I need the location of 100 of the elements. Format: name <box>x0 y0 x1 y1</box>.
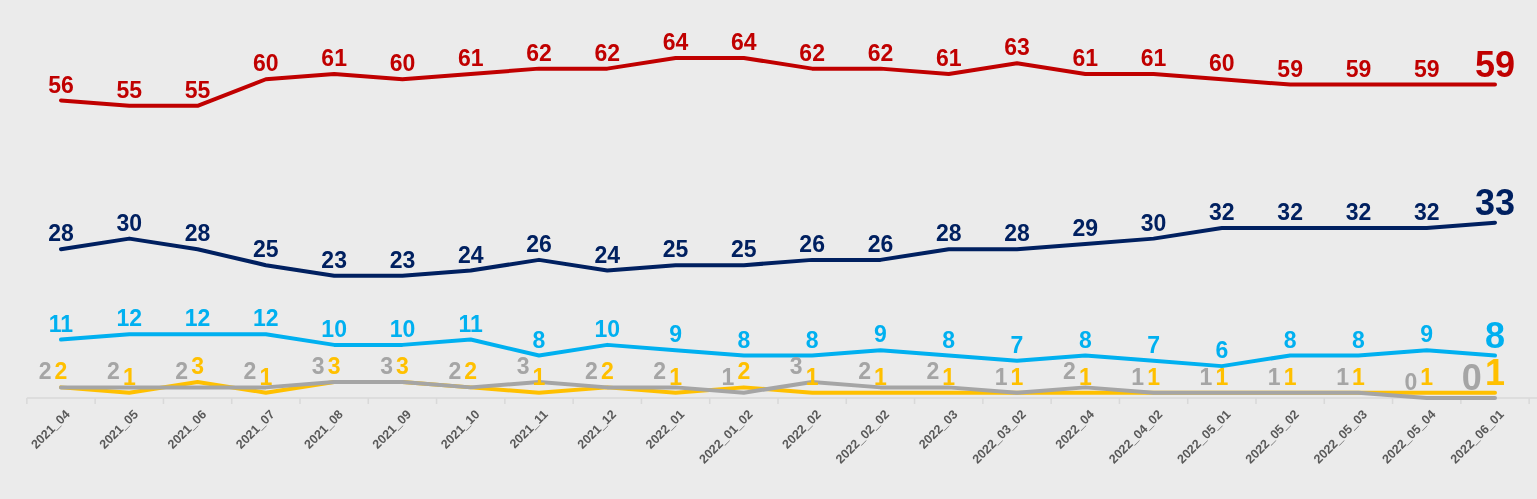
data-label: 2 <box>585 358 598 385</box>
data-label: 60 <box>253 50 279 77</box>
data-label: 25 <box>662 236 689 263</box>
data-label: 8 <box>805 326 819 353</box>
data-label: 25 <box>253 236 279 263</box>
data-label: 8 <box>1078 326 1092 353</box>
data-label: 61 <box>1140 44 1167 71</box>
data-label: 3 <box>516 353 530 380</box>
data-label: 61 <box>321 44 348 71</box>
data-label: 55 <box>184 76 211 103</box>
data-label: 1 <box>1336 363 1350 390</box>
data-label: 9 <box>874 321 887 348</box>
data-label: 1 <box>1267 363 1281 390</box>
data-label: 30 <box>1140 209 1167 236</box>
data-label: 1 <box>1199 363 1213 390</box>
data-label: 2 <box>175 358 189 385</box>
data-label: 32 <box>1413 199 1440 225</box>
data-label: 3 <box>789 353 803 380</box>
data-label: 1 <box>1131 363 1145 390</box>
data-label: 7 <box>1010 331 1024 358</box>
data-label: 2 <box>1063 358 1076 385</box>
data-label: 0 <box>1404 369 1418 395</box>
data-label: 64 <box>731 29 757 55</box>
data-label: 32 <box>1209 199 1235 225</box>
data-label: 3 <box>311 353 325 380</box>
data-label: 10 <box>321 315 347 342</box>
data-label: 11 <box>48 310 74 337</box>
data-label: 2 <box>858 358 871 385</box>
data-label: 59 <box>1474 43 1516 85</box>
data-label: 1 <box>1352 363 1366 390</box>
data-label: 32 <box>1277 199 1303 225</box>
data-label: 56 <box>48 71 74 98</box>
data-label: 30 <box>116 209 143 236</box>
data-label: 3 <box>191 353 204 380</box>
data-label: 8 <box>532 326 546 353</box>
data-label: 59 <box>1277 55 1303 82</box>
data-label: 2 <box>926 358 940 385</box>
data-label: 1 <box>1283 363 1297 390</box>
data-label: 8 <box>942 326 956 353</box>
data-label: 1 <box>721 363 735 390</box>
data-label: 61 <box>1072 44 1099 71</box>
data-label: 2 <box>653 358 667 385</box>
data-label: 2 <box>107 358 120 385</box>
data-label: 10 <box>594 315 621 342</box>
data-label: 12 <box>253 305 279 332</box>
data-label: 1 <box>532 363 546 390</box>
data-label: 55 <box>116 76 143 103</box>
data-label: 60 <box>1209 50 1235 77</box>
data-label: 62 <box>867 39 894 66</box>
data-label: 8 <box>1283 326 1297 353</box>
data-label: 6 <box>1215 337 1229 364</box>
data-label: 28 <box>1004 220 1030 247</box>
data-label: 1 <box>122 363 136 390</box>
data-label: 29 <box>1072 214 1099 241</box>
data-label: 0 <box>1461 357 1482 398</box>
data-label: 1 <box>1147 363 1161 390</box>
data-label: 9 <box>669 321 682 348</box>
data-label: 26 <box>526 230 552 257</box>
data-label: 28 <box>48 220 74 247</box>
data-label: 64 <box>662 29 689 55</box>
data-label: 33 <box>1474 181 1516 223</box>
data-label: 1 <box>1010 363 1024 390</box>
data-label: 1 <box>805 363 819 390</box>
data-label: 24 <box>457 241 484 268</box>
data-label: 7 <box>1147 331 1160 358</box>
data-label: 2 <box>54 358 68 385</box>
data-label: 1 <box>942 363 956 390</box>
data-label: 26 <box>799 230 825 257</box>
data-label: 61 <box>935 44 962 71</box>
data-label: 3 <box>380 353 393 380</box>
data-label: 3 <box>396 353 409 380</box>
data-label: 24 <box>594 241 621 268</box>
data-label: 8 <box>737 326 751 353</box>
data-label: 62 <box>799 39 825 66</box>
data-label: 1 <box>1420 363 1434 390</box>
data-label: 1 <box>1078 363 1092 390</box>
data-label: 1 <box>994 363 1008 390</box>
data-label: 2 <box>464 358 478 385</box>
data-label: 1 <box>259 363 273 390</box>
data-label: 60 <box>389 50 416 77</box>
data-label: 2 <box>737 358 751 385</box>
data-label: 8 <box>1352 326 1366 353</box>
data-label: 9 <box>1420 321 1434 348</box>
data-label: 28 <box>935 220 962 247</box>
data-label: 63 <box>1004 34 1030 61</box>
data-label: 25 <box>731 236 757 263</box>
data-label: 23 <box>389 246 416 273</box>
data-label: 1 <box>1215 363 1229 390</box>
data-label: 2 <box>600 358 614 385</box>
data-label: 12 <box>184 305 211 332</box>
data-label: 2 <box>38 358 52 385</box>
data-label: 1 <box>874 363 888 390</box>
data-label: 11 <box>458 310 484 337</box>
data-label: 10 <box>389 315 416 342</box>
data-label: 23 <box>321 246 347 273</box>
data-label: 59 <box>1345 55 1372 82</box>
data-label: 1 <box>669 363 683 390</box>
data-label: 26 <box>867 230 894 257</box>
data-label: 61 <box>457 44 484 71</box>
data-label: 28 <box>184 220 211 247</box>
